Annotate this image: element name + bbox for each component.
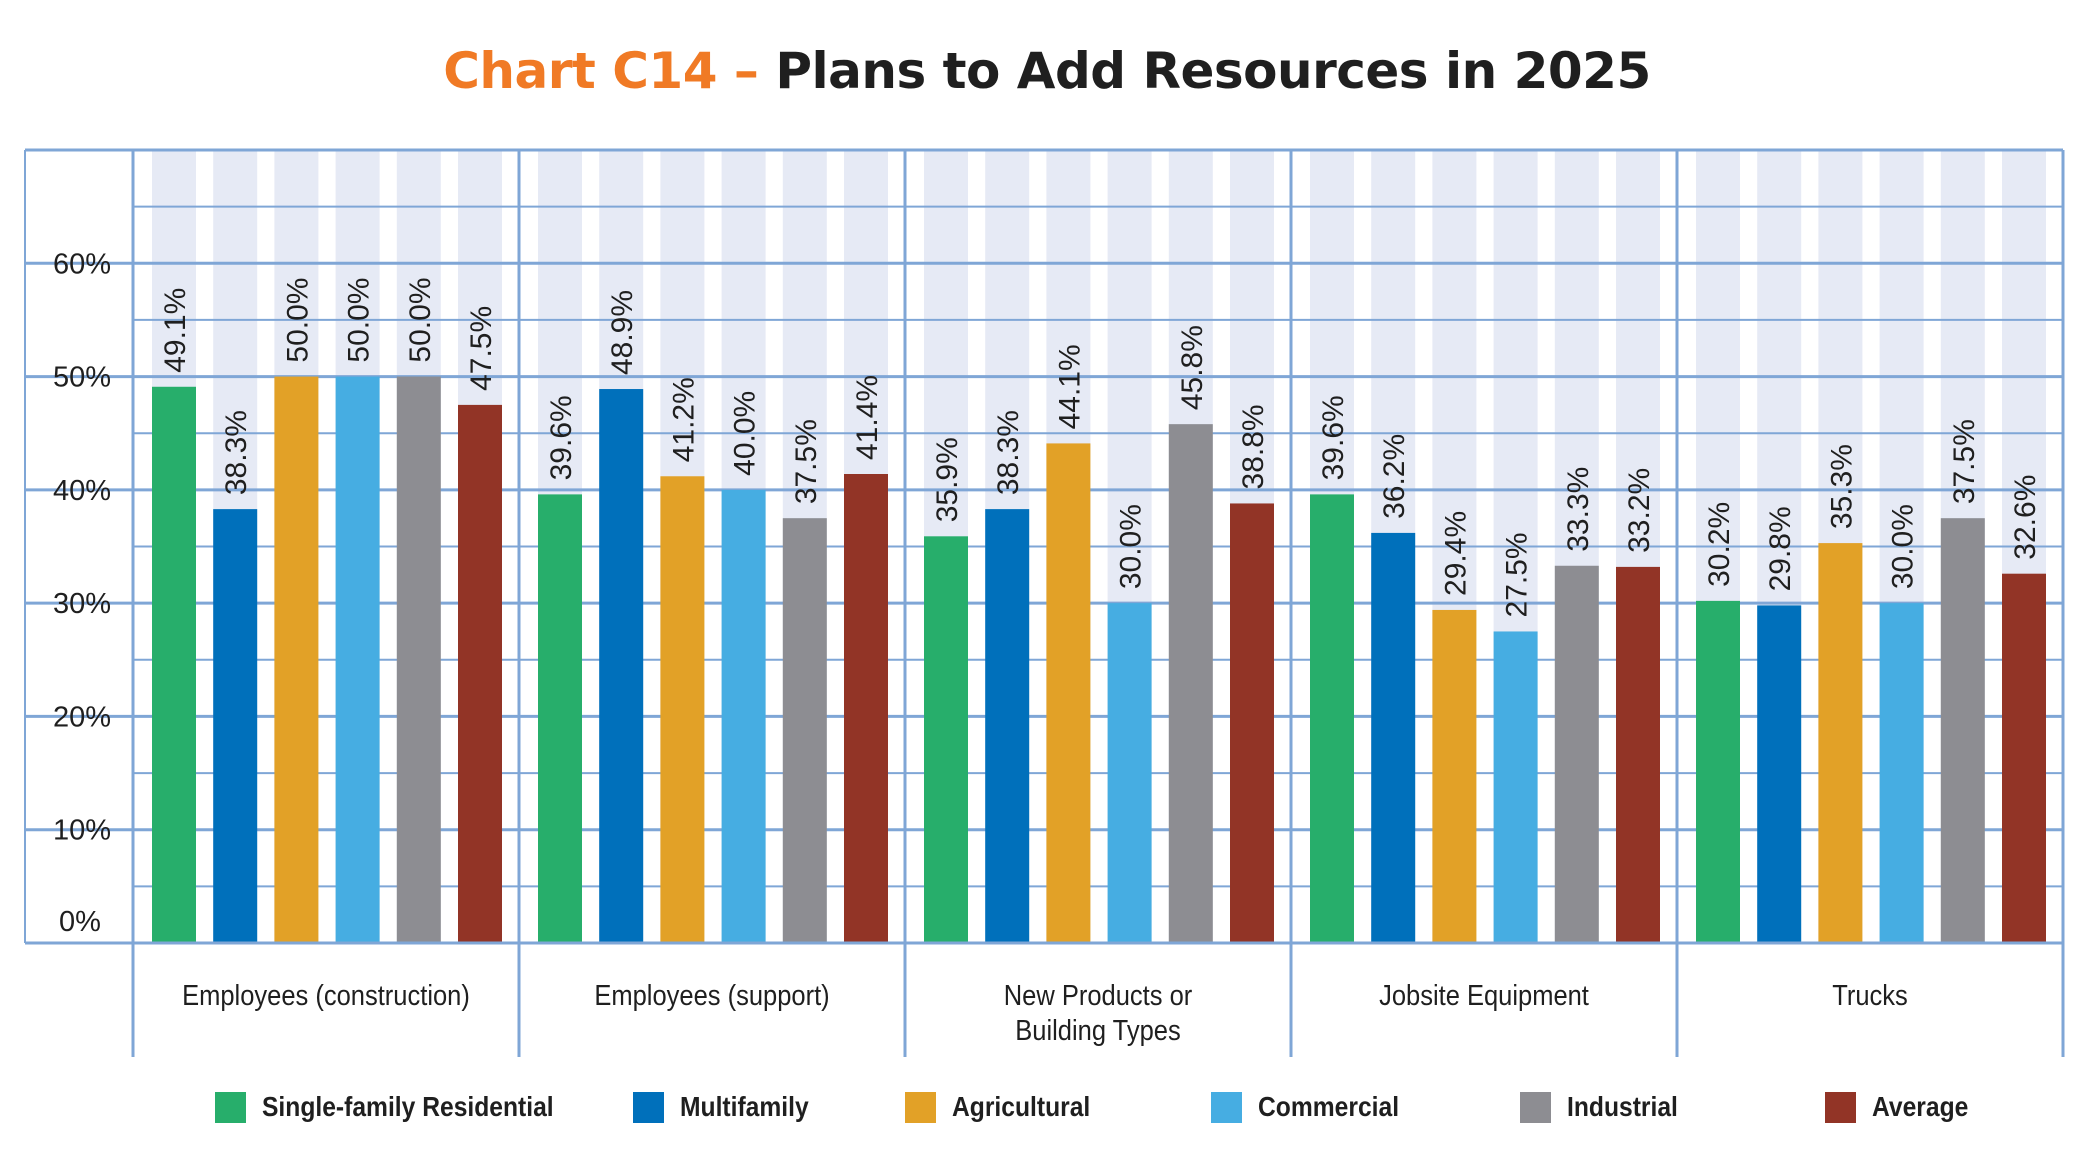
legend-label: Multifamily [680, 1091, 809, 1122]
chart-title-prefix: Chart C14 – [443, 42, 759, 100]
legend-swatch [633, 1091, 664, 1123]
bar [721, 489, 766, 943]
bar [1046, 443, 1091, 943]
axes: 0% 10% 20% 30% 40% 50% 60% Employees (construct… [24, 150, 2065, 1057]
legend-item: Single-family Residential [215, 1082, 593, 1132]
bar-value-label: 50.0% [281, 277, 314, 362]
bar-value-label: 29.4% [1439, 511, 1472, 596]
category-label: Employees (support) [594, 978, 829, 1011]
category-label: Building Types [1015, 1013, 1180, 1046]
bar [1168, 424, 1213, 943]
bar [152, 386, 196, 943]
bar-value-label: 30.2% [1703, 502, 1736, 587]
legend-label: Commercial [1258, 1091, 1400, 1122]
category-label: Trucks [1832, 978, 1908, 1011]
legend-item: Average [1825, 1082, 1981, 1132]
bar [924, 536, 968, 943]
legend-swatch [1520, 1091, 1551, 1123]
bar [274, 376, 319, 944]
bar-value-label: 50.0% [343, 277, 376, 362]
bar-value-label: 30.0% [1887, 504, 1920, 589]
bar-value-label: 37.5% [790, 419, 823, 504]
bar [1554, 565, 1599, 943]
bar-value-label: 39.6% [545, 395, 578, 480]
bar-value-label: 45.8% [1176, 325, 1209, 410]
bar-value-label: 39.6% [1317, 395, 1350, 480]
bar-value-label: 50.0% [404, 277, 437, 362]
bar-value-label: 47.5% [465, 306, 498, 391]
legend-item: Multifamily [633, 1082, 826, 1132]
legend-item: Industrial [1520, 1082, 1693, 1132]
bar-value-label: 30.0% [1115, 504, 1148, 589]
y-tick-label: 10% [53, 815, 111, 847]
bar [1757, 605, 1802, 943]
y-tick-label: 30% [53, 588, 111, 620]
bar [1432, 609, 1477, 943]
bar [985, 509, 1030, 943]
bar-value-label: 48.9% [606, 290, 639, 375]
legend-swatch [905, 1091, 936, 1123]
legend-item: Agricultural [905, 1082, 1109, 1132]
bar [1818, 543, 1863, 943]
y-tick-label: 40% [53, 475, 111, 507]
bar [1940, 518, 1985, 943]
y-tick-label: 50% [53, 362, 111, 394]
legend-label: Agricultural [952, 1091, 1091, 1122]
bar-value-label: 38.3% [992, 410, 1025, 495]
bar-value-label: 35.9% [931, 437, 964, 522]
bar-value-label: 41.4% [851, 375, 884, 460]
category-label: Jobsite Equipment [1379, 978, 1589, 1011]
bar [2002, 573, 2046, 943]
bar [660, 476, 705, 943]
bars [152, 376, 2046, 944]
bar-value-label: 40.0% [729, 391, 762, 476]
bar-value-label: 33.3% [1562, 467, 1595, 552]
legend-label: Industrial [1567, 1091, 1678, 1122]
bar-value-label: 36.2% [1378, 434, 1411, 519]
bar-value-label: 29.8% [1764, 506, 1797, 591]
legend-swatch [1825, 1091, 1856, 1123]
chart-title-main: Plans to Add Resources in 2025 [775, 42, 1651, 100]
bar-value-label: 37.5% [1948, 419, 1981, 504]
bar [1310, 494, 1354, 943]
y-tick-label: 20% [53, 701, 111, 733]
chart-title: Chart C14 – Plans to Add Resources in 20… [0, 42, 2094, 100]
bar [1107, 603, 1152, 943]
bar-value-label: 33.2% [1623, 468, 1656, 553]
bar [782, 518, 827, 943]
bar-chart: 49.1% 39.6% 35.9% 39.6% 30.2% 38.3% 48.9% 38.3%… [24, 148, 2065, 1057]
category-label: New Products or [1004, 978, 1193, 1011]
bar-value-label: 35.3% [1825, 444, 1858, 529]
bar [844, 473, 888, 943]
bar-value-label: 49.1% [159, 288, 192, 373]
bar [599, 389, 644, 944]
legend-label: Average [1872, 1091, 1969, 1122]
bar [1696, 600, 1740, 943]
bar [396, 376, 441, 944]
bar-value-label: 32.6% [2009, 475, 2042, 560]
bar [1371, 532, 1416, 943]
bar-value-label: 27.5% [1501, 532, 1534, 617]
bar-value-label: 44.1% [1053, 344, 1086, 429]
bar-value-label: 38.8% [1237, 404, 1270, 489]
bar [1230, 503, 1274, 943]
chart-legend: Single-family Residential Multifamily Agri… [0, 1082, 2094, 1132]
bar [1879, 603, 1924, 943]
legend-swatch [1211, 1091, 1242, 1123]
legend-item: Commercial [1211, 1082, 1418, 1132]
bar-value-label: 38.3% [220, 410, 253, 495]
bar [458, 404, 502, 944]
legend-swatch [215, 1091, 246, 1123]
bar [1493, 631, 1538, 943]
bar-value-label: 41.2% [667, 377, 700, 462]
bar [335, 376, 380, 944]
value-labels: 49.1% 39.6% 35.9% 39.6% 30.2% 38.3% 48.9% 38.3%… [159, 277, 2042, 617]
y-tick-label: 60% [53, 248, 111, 280]
bar [538, 494, 582, 943]
y-tick-label: 0% [59, 906, 101, 938]
bar [213, 509, 258, 943]
category-label: Employees (construction) [182, 978, 470, 1011]
bar [1616, 566, 1660, 943]
legend-label: Single-family Residential [262, 1091, 554, 1122]
